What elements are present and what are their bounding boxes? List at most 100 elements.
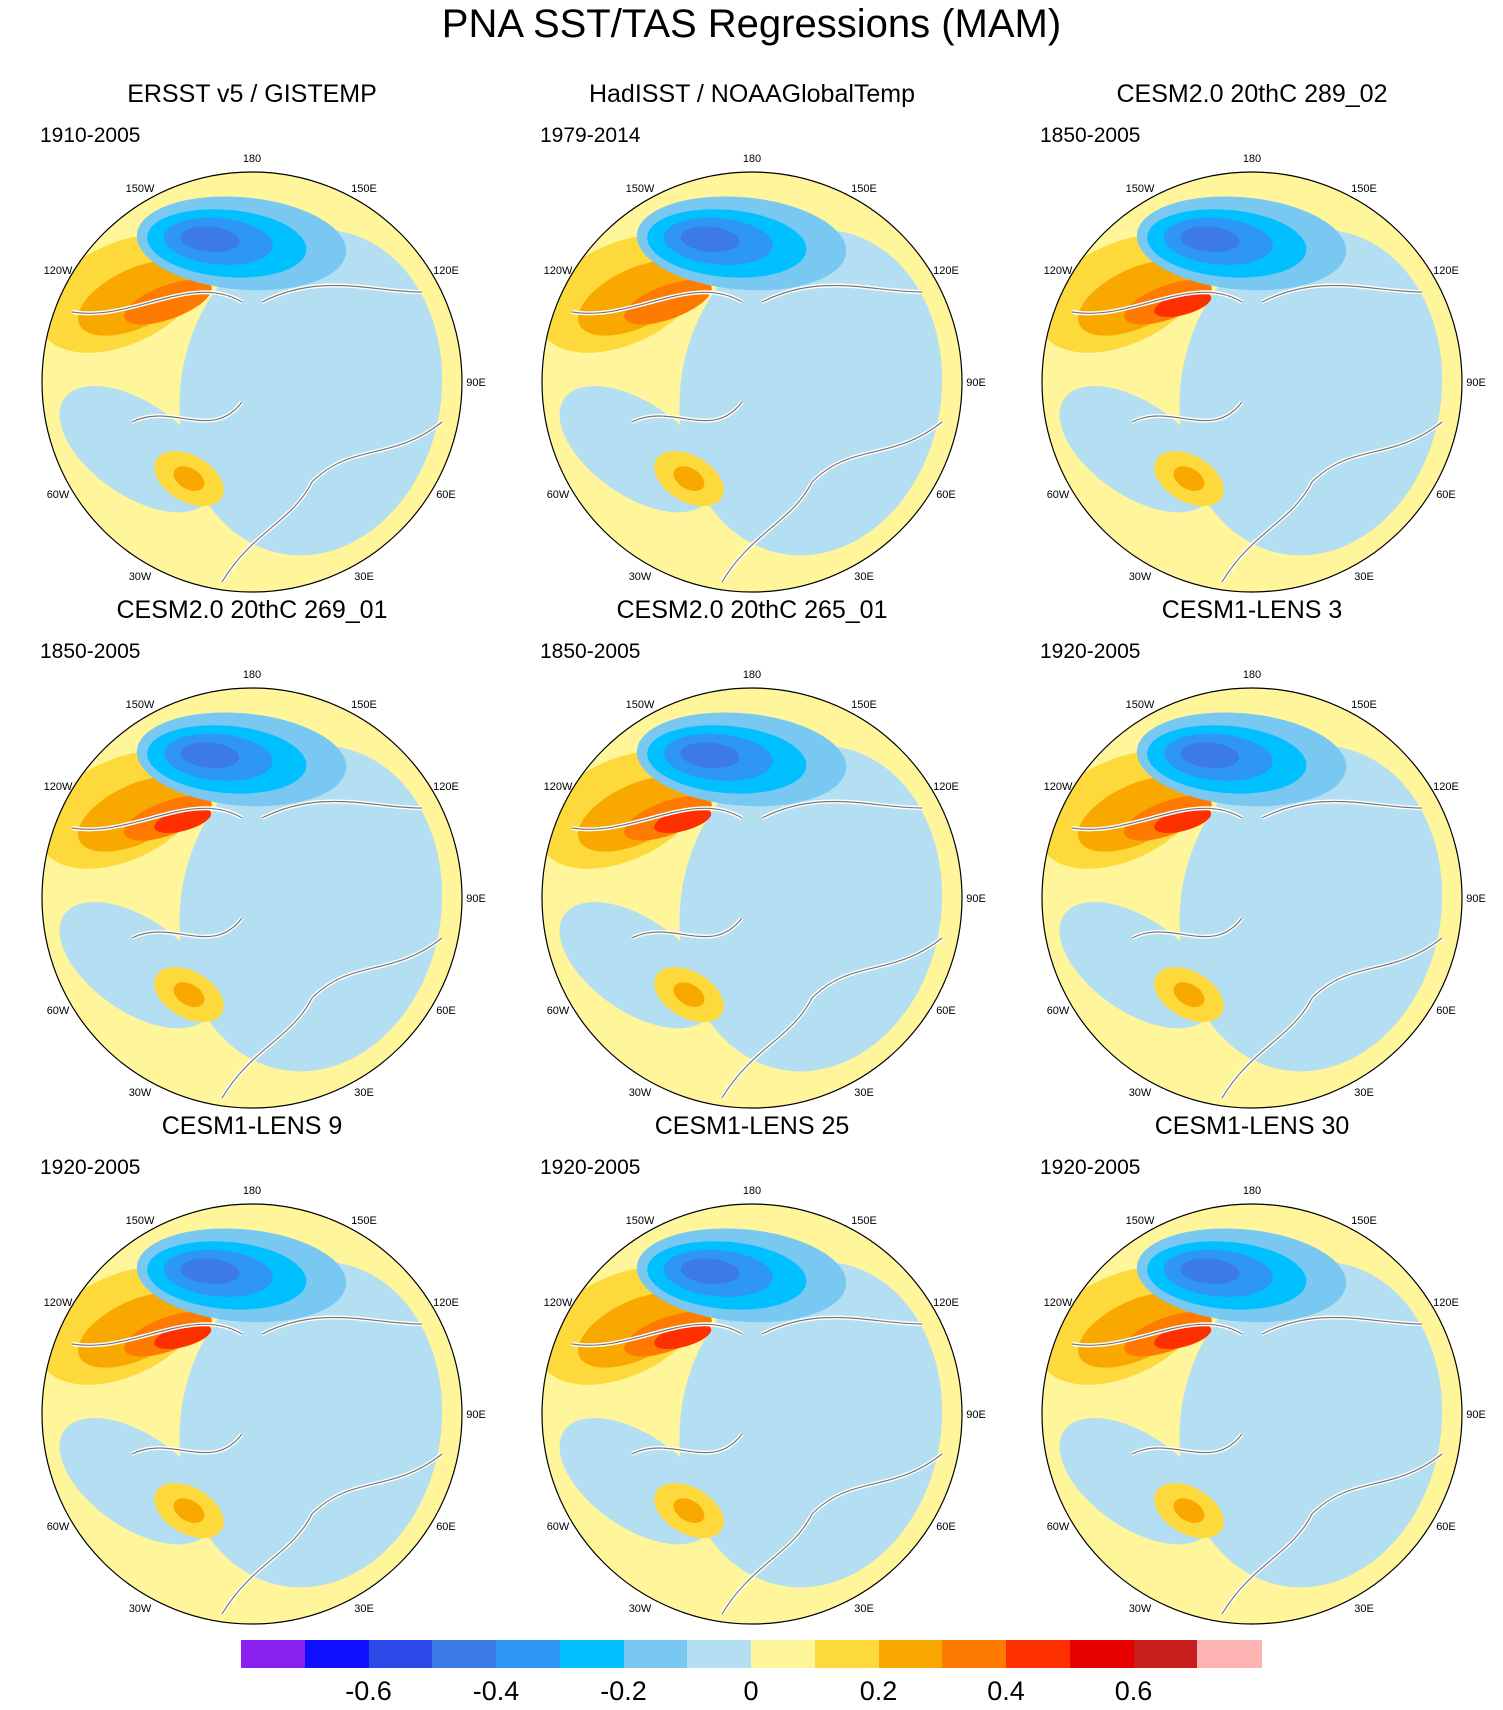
longitude-label: 30E: [854, 1087, 874, 1099]
coastline: [721, 481, 813, 583]
longitude-label: 90E: [466, 377, 486, 389]
coastline: [631, 401, 743, 423]
coastline: [1071, 1323, 1243, 1346]
coastline: [1071, 291, 1243, 314]
polar-map: 180150E120E90E60E30E030W60W90W120W150W: [541, 669, 986, 1109]
map-border: [1041, 1203, 1463, 1625]
coastline: [71, 1323, 243, 1346]
polar-map: 180150E120E90E60E30E030W60W90W120W150W: [1041, 1185, 1486, 1625]
warm-anomaly: [173, 982, 205, 1007]
colorbar-bin: [942, 1640, 1007, 1668]
colorbar: [241, 1640, 1262, 1668]
figure-title: PNA SST/TAS Regressions (MAM): [441, 2, 1062, 46]
longitude-label: 90E: [466, 1409, 486, 1421]
longitude-label: 150W: [126, 699, 155, 711]
longitude-label: 150E: [351, 183, 377, 195]
coastline: [261, 284, 423, 303]
warm-anomaly: [1078, 260, 1195, 336]
weak-negative-region: [679, 745, 943, 1072]
longitude-label: 120W: [44, 781, 73, 793]
map-panel: 180150E120E90E60E30E030W60W90W120W150WCE…: [540, 596, 1040, 1116]
longitude-label: 60E: [436, 1005, 456, 1017]
panel-title: HadISST / NOAAGlobalTemp: [588, 80, 916, 108]
warm-anomaly: [1154, 291, 1212, 317]
warm-anomaly: [578, 260, 695, 336]
longitude-label: 60W: [47, 489, 70, 501]
coastline: [571, 1323, 743, 1346]
longitude-label: 150W: [1126, 183, 1155, 195]
coastline: [311, 421, 443, 483]
longitude-label: 90E: [466, 893, 486, 905]
colorbar-tick-label: 0.2: [859, 1676, 898, 1706]
longitude-label: 60W: [547, 1521, 570, 1533]
polar-map: 180150E120E90E60E30E030W60W90W120W150W: [1041, 669, 1486, 1109]
map-panel: 180150E120E90E60E30E030W60W90W120W150WCE…: [40, 596, 540, 1116]
coastline: [1311, 937, 1443, 999]
panel-period: 1920-2005: [40, 1156, 141, 1179]
longitude-label: 90E: [966, 377, 986, 389]
coastline: [571, 807, 743, 830]
longitude-label: 30W: [1129, 1087, 1152, 1099]
map-border: [41, 171, 463, 593]
longitude-label: 150E: [1351, 699, 1377, 711]
warm-anomaly: [1078, 776, 1195, 852]
polar-map: 180150E120E90E60E30E030W60W90W120W150W: [1041, 153, 1486, 593]
warm-anomaly: [1154, 807, 1212, 833]
longitude-label: 30E: [1354, 571, 1374, 583]
coastline: [1131, 917, 1243, 939]
longitude-label: 60W: [547, 1005, 570, 1017]
colorbar-bin: [496, 1640, 561, 1668]
longitude-label: 30E: [1354, 1603, 1374, 1615]
longitude-label: 180: [243, 153, 261, 165]
coastline: [811, 937, 943, 999]
coastline: [811, 1453, 943, 1515]
coastline: [631, 1433, 743, 1455]
coastline: [1311, 421, 1443, 483]
warm-anomaly: [154, 1323, 212, 1349]
longitude-label: 180: [1243, 153, 1261, 165]
cold-anomaly: [180, 226, 240, 253]
coastline: [1261, 284, 1423, 303]
weak-negative-region: [1179, 1261, 1443, 1588]
longitude-label: 60E: [436, 489, 456, 501]
longitude-label: 90E: [1466, 893, 1486, 905]
coastline: [311, 937, 443, 999]
coastline: [721, 1513, 813, 1615]
coastline: [721, 997, 813, 1099]
panel-period: 1850-2005: [40, 640, 141, 663]
weak-negative-region: [179, 745, 443, 1072]
longitude-label: 60E: [1436, 1005, 1456, 1017]
longitude-label: 180: [1243, 669, 1261, 681]
longitude-label: 180: [743, 669, 761, 681]
longitude-label: 30W: [1129, 1603, 1152, 1615]
coastline: [1131, 1433, 1243, 1455]
cold-anomaly: [1180, 1258, 1240, 1285]
longitude-label: 120W: [1044, 265, 1073, 277]
longitude-label: 180: [243, 669, 261, 681]
weak-negative-region: [679, 229, 943, 556]
longitude-label: 150E: [1351, 183, 1377, 195]
longitude-label: 60W: [47, 1005, 70, 1017]
longitude-label: 60E: [936, 489, 956, 501]
longitude-label: 120W: [44, 1297, 73, 1309]
coastline: [311, 1453, 443, 1515]
weak-negative-region: [1179, 745, 1443, 1072]
longitude-label: 60E: [1436, 489, 1456, 501]
coastline: [761, 800, 923, 819]
map-panel: 180150E120E90E60E30E030W60W90W120W150WCE…: [1040, 596, 1503, 1116]
panel-period: 1850-2005: [540, 640, 641, 663]
colorbar-bin: [1197, 1640, 1262, 1668]
warm-anomaly: [78, 260, 195, 336]
coastline: [761, 284, 923, 303]
panel-period: 1920-2005: [1040, 640, 1141, 663]
weak-negative-region: [679, 1261, 943, 1588]
longitude-label: 90E: [1466, 377, 1486, 389]
warm-anomaly: [173, 466, 205, 491]
longitude-label: 150W: [626, 699, 655, 711]
coastline: [1221, 1513, 1313, 1615]
panel-title: CESM1-LENS 30: [1154, 1112, 1350, 1140]
coastline: [261, 1316, 423, 1335]
coastline: [1261, 1316, 1423, 1335]
longitude-label: 150E: [351, 699, 377, 711]
longitude-label: 180: [743, 153, 761, 165]
